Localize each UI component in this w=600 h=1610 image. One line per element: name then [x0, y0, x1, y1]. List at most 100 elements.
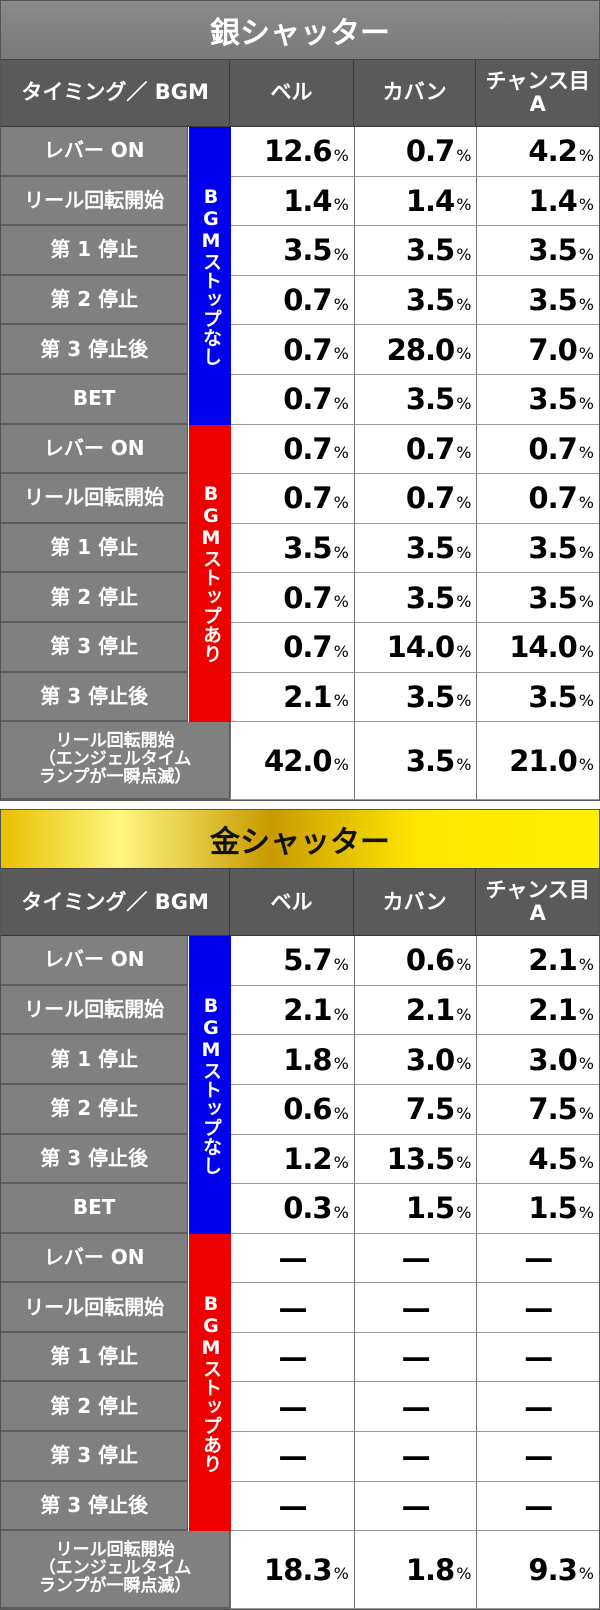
table-row: レバー ON 5.7% 0.6% 2.1%: [1, 936, 599, 986]
value: 0.7: [405, 134, 455, 169]
table-body: レバー ON 5.7% 0.6% 2.1% リール回転開始 2.1% 2.1% 2.1% 第 1…: [1, 936, 600, 1610]
percent-unit: %: [333, 344, 349, 364]
value: 0.7: [283, 580, 332, 615]
value: 0.7: [283, 431, 332, 466]
percent-unit: %: [578, 1004, 594, 1024]
value-cell: 0.3%: [230, 1184, 354, 1234]
percent-unit: %: [333, 641, 349, 661]
value-cell: —: [230, 1382, 354, 1433]
value-cell: 2.1%: [476, 985, 599, 1036]
value: 1.4: [405, 183, 455, 218]
value-cell: 0.7%: [230, 374, 354, 425]
value-cell: 3.5%: [476, 672, 599, 723]
table-row: 第 3 停止 — — —: [1, 1432, 600, 1482]
percent-unit: %: [456, 1202, 471, 1222]
value: 0.7: [405, 431, 455, 466]
value: 28.0: [386, 332, 456, 367]
percent-unit: %: [456, 1054, 471, 1074]
value-cell: —: [353, 1283, 477, 1333]
value: 3.5: [283, 233, 332, 268]
timing-label: 第 1 停止: [1, 1035, 189, 1085]
value: 0.7: [283, 382, 332, 417]
table-body: レバー ON 12.6% 0.7% 4.2% リール回転開始 1.4% 1.4% 1.4% 第 …: [1, 127, 599, 801]
value-cell: 14.0%: [476, 622, 599, 673]
value: 12.6: [264, 134, 333, 169]
timing-label: 第 2 停止: [1, 1382, 189, 1433]
value: 0.6: [283, 1092, 332, 1127]
value-cell: 0.7%: [230, 573, 354, 623]
column-header: ベル: [230, 869, 354, 937]
value: 3.5: [528, 531, 577, 566]
percent-unit: %: [456, 443, 471, 463]
percent-unit: %: [578, 492, 594, 512]
value: —: [401, 1389, 431, 1424]
value-cell: 0.7%: [353, 474, 477, 524]
timing-label: リール回転開始: [1, 474, 189, 524]
value-cell: 0.7%: [353, 127, 477, 177]
value-cell: 3.5%: [476, 226, 599, 276]
percent-unit: %: [333, 691, 349, 711]
value: 3.5: [405, 679, 455, 714]
percent-unit: %: [456, 244, 471, 264]
percent-unit: %: [456, 145, 471, 165]
timing-label: BET: [1, 374, 189, 425]
column-header: タイミング／ BGM: [1, 60, 231, 127]
timing-label: リール回転開始: [1, 985, 189, 1036]
value-cell: 3.0%: [353, 1035, 477, 1085]
value-cell: 28.0%: [353, 325, 477, 375]
percent-unit: %: [456, 954, 471, 974]
percent-unit: %: [578, 641, 594, 661]
value-cell: 3.5%: [353, 672, 477, 723]
percent-unit: %: [578, 954, 594, 974]
value: —: [524, 1439, 553, 1474]
value: 1.5: [528, 1191, 577, 1226]
value: 3.5: [405, 743, 455, 778]
value-cell: 21.0%: [476, 722, 599, 801]
table-row: 第 1 停止 1.8% 3.0% 3.0%: [1, 1035, 599, 1085]
value-cell: —: [230, 1332, 354, 1383]
value-cell: —: [353, 1432, 477, 1482]
percent-unit: %: [578, 1564, 594, 1584]
value: —: [524, 1240, 553, 1275]
value-cell: 1.8%: [230, 1035, 354, 1085]
table-row: 第 2 停止 — — —: [1, 1382, 600, 1433]
timing-label: BET: [1, 1184, 189, 1234]
value-cell: 0.7%: [476, 424, 599, 475]
table-row: レバー ON 0.7% 0.7% 0.7%: [1, 424, 599, 475]
table-row: 第 3 停止後 1.2% 13.5% 4.5%: [1, 1134, 599, 1185]
percent-unit: %: [578, 344, 594, 364]
value-cell: —: [230, 1481, 354, 1532]
value: 3.5: [405, 580, 455, 615]
value: 2.1: [283, 679, 332, 714]
timing-label: 第 2 停止: [1, 275, 189, 326]
value-cell: 2.1%: [476, 936, 599, 986]
timing-label: リール回転開始: [1, 176, 189, 227]
percent-unit: %: [456, 641, 471, 661]
value-cell: 2.1%: [230, 985, 354, 1036]
percent-unit: %: [333, 294, 349, 314]
value-cell: 3.5%: [353, 722, 477, 801]
value: 4.5: [528, 1141, 577, 1176]
value: —: [401, 1340, 431, 1375]
value-cell: 0.7%: [230, 474, 354, 524]
value: 3.5: [528, 580, 577, 615]
value: 2.1: [283, 993, 332, 1028]
value: —: [278, 1340, 308, 1375]
timing-label: 第 1 停止: [1, 226, 189, 276]
group-bgm-stop: BGMストップあり: [189, 1233, 231, 1532]
value: 0.7: [283, 481, 332, 516]
table-row: 第 3 停止 0.7% 14.0% 14.0%: [1, 622, 599, 673]
percent-unit: %: [578, 1202, 594, 1222]
value-cell: —: [353, 1332, 477, 1383]
timing-label: 第 3 停止後: [1, 672, 189, 723]
value-cell: 0.7%: [230, 275, 354, 326]
value: —: [524, 1389, 553, 1424]
value-cell: 3.5%: [476, 523, 599, 574]
timing-label: 第 1 停止: [1, 523, 189, 574]
value-cell: 0.7%: [230, 325, 354, 375]
value: —: [278, 1389, 308, 1424]
value-cell: 3.0%: [476, 1035, 599, 1085]
timing-label: 第 2 停止: [1, 573, 189, 623]
percent-unit: %: [578, 1054, 594, 1074]
value-cell: 7.5%: [353, 1084, 477, 1135]
